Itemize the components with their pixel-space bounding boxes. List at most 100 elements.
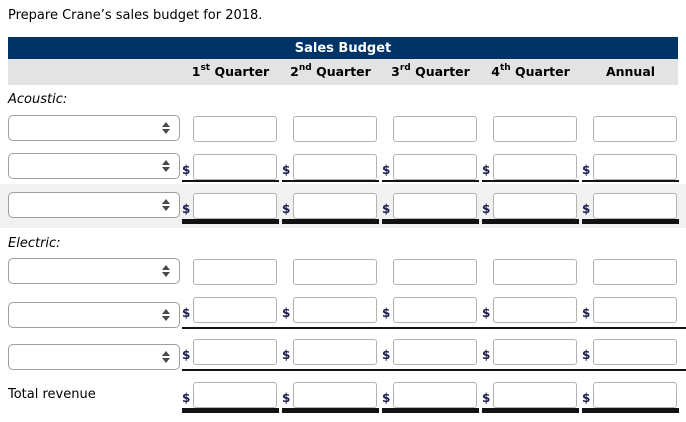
- row-total-revenue: Total revenue $ $ $ $ $: [0, 380, 686, 408]
- currency-symbol: $: [582, 163, 591, 177]
- currency-symbol: $: [282, 202, 291, 216]
- amount-cell: $: [282, 191, 379, 219]
- quantity-input[interactable]: [293, 259, 377, 285]
- amount-cell: $: [182, 337, 279, 365]
- instruction-text: Prepare Crane’s sales budget for 2018.: [8, 8, 263, 23]
- column-header-annual: Annual: [605, 64, 656, 80]
- amount-cell: $: [582, 191, 679, 219]
- amount-cell: $: [182, 191, 279, 219]
- amount-cell: $: [582, 337, 679, 365]
- total-revenue-label: Total revenue: [8, 386, 96, 402]
- currency-symbol: $: [582, 348, 591, 362]
- amount-input[interactable]: [293, 193, 377, 219]
- currency-spacer: [582, 138, 593, 142]
- quantity-cell: [582, 257, 679, 285]
- stepper-arrows-icon: [162, 265, 170, 277]
- quantity-cell: [282, 257, 379, 285]
- currency-symbol: $: [282, 306, 291, 320]
- column-header-q1: 1st Quarter: [191, 63, 270, 80]
- stepper-arrows-icon: [162, 351, 170, 363]
- currency-symbol: $: [182, 391, 191, 405]
- amount-cell: $: [482, 191, 579, 219]
- stepper-arrows-icon: [162, 309, 170, 321]
- amount-cell: $: [182, 380, 279, 408]
- select-electric-2[interactable]: [8, 302, 180, 328]
- quantity-cell: [582, 114, 679, 142]
- currency-spacer: [182, 281, 193, 285]
- amount-input[interactable]: [293, 297, 377, 323]
- currency-spacer: [582, 281, 593, 285]
- quantity-input[interactable]: [493, 259, 577, 285]
- amount-cell: $: [482, 152, 579, 180]
- currency-symbol: $: [182, 163, 191, 177]
- amount-input[interactable]: [493, 382, 577, 408]
- quantity-cell: [282, 114, 379, 142]
- row-acoustic-2: $ $ $ $ $: [0, 152, 686, 180]
- amount-cell: $: [582, 380, 679, 408]
- quantity-cell: [382, 257, 479, 285]
- amount-cell: $: [582, 152, 679, 180]
- quantity-input[interactable]: [293, 116, 377, 142]
- quantity-cell: [382, 114, 479, 142]
- amount-input[interactable]: [393, 154, 477, 180]
- table-title: Sales Budget: [294, 40, 392, 56]
- amount-input[interactable]: [493, 193, 577, 219]
- quantity-input[interactable]: [593, 116, 677, 142]
- amount-cell: $: [482, 380, 579, 408]
- acoustic-subtotal-band: $ $ $ $ $: [0, 184, 686, 228]
- amount-cell: $: [482, 295, 579, 323]
- amount-input[interactable]: [193, 339, 277, 365]
- select-electric-1[interactable]: [8, 258, 180, 284]
- currency-spacer: [482, 138, 493, 142]
- quantity-input[interactable]: [193, 259, 277, 285]
- amount-input[interactable]: [293, 339, 377, 365]
- amount-input[interactable]: [593, 382, 677, 408]
- amount-input[interactable]: [193, 154, 277, 180]
- amount-input[interactable]: [593, 193, 677, 219]
- quantity-input[interactable]: [193, 116, 277, 142]
- quantity-cell: [182, 257, 279, 285]
- select-acoustic-total[interactable]: [8, 192, 180, 218]
- amount-input[interactable]: [393, 382, 477, 408]
- amount-input[interactable]: [393, 339, 477, 365]
- select-acoustic-2[interactable]: [8, 153, 180, 179]
- amount-input[interactable]: [493, 297, 577, 323]
- currency-symbol: $: [282, 348, 291, 362]
- currency-symbol: $: [482, 306, 491, 320]
- amount-input[interactable]: [293, 154, 377, 180]
- amount-cell: $: [382, 337, 479, 365]
- select-acoustic-1[interactable]: [8, 115, 180, 141]
- amount-input[interactable]: [593, 297, 677, 323]
- row-electric-total: $ $ $ $ $: [0, 337, 686, 371]
- quantity-input[interactable]: [393, 116, 477, 142]
- amount-input[interactable]: [193, 382, 277, 408]
- amount-cell: $: [382, 295, 479, 323]
- amount-cell: $: [282, 152, 379, 180]
- amount-input[interactable]: [493, 339, 577, 365]
- amount-cell: $: [382, 380, 479, 408]
- column-header-q2: 2nd Quarter: [290, 63, 371, 80]
- currency-symbol: $: [182, 202, 191, 216]
- amount-input[interactable]: [193, 193, 277, 219]
- quantity-input[interactable]: [493, 116, 577, 142]
- amount-cell: $: [482, 337, 579, 365]
- quantity-input[interactable]: [393, 259, 477, 285]
- amount-input[interactable]: [393, 193, 477, 219]
- amount-input[interactable]: [393, 297, 477, 323]
- amount-input[interactable]: [493, 154, 577, 180]
- select-electric-total[interactable]: [8, 344, 180, 370]
- currency-symbol: $: [282, 163, 291, 177]
- currency-symbol: $: [382, 163, 391, 177]
- currency-symbol: $: [382, 306, 391, 320]
- section-label-electric: Electric:: [8, 236, 61, 251]
- amount-input[interactable]: [193, 297, 277, 323]
- currency-spacer: [382, 138, 393, 142]
- amount-input[interactable]: [293, 382, 377, 408]
- currency-symbol: $: [582, 306, 591, 320]
- currency-spacer: [182, 138, 193, 142]
- quantity-input[interactable]: [593, 259, 677, 285]
- amount-cell: $: [282, 380, 379, 408]
- amount-input[interactable]: [593, 339, 677, 365]
- column-header-q3: 3rd Quarter: [391, 63, 470, 80]
- amount-input[interactable]: [593, 154, 677, 180]
